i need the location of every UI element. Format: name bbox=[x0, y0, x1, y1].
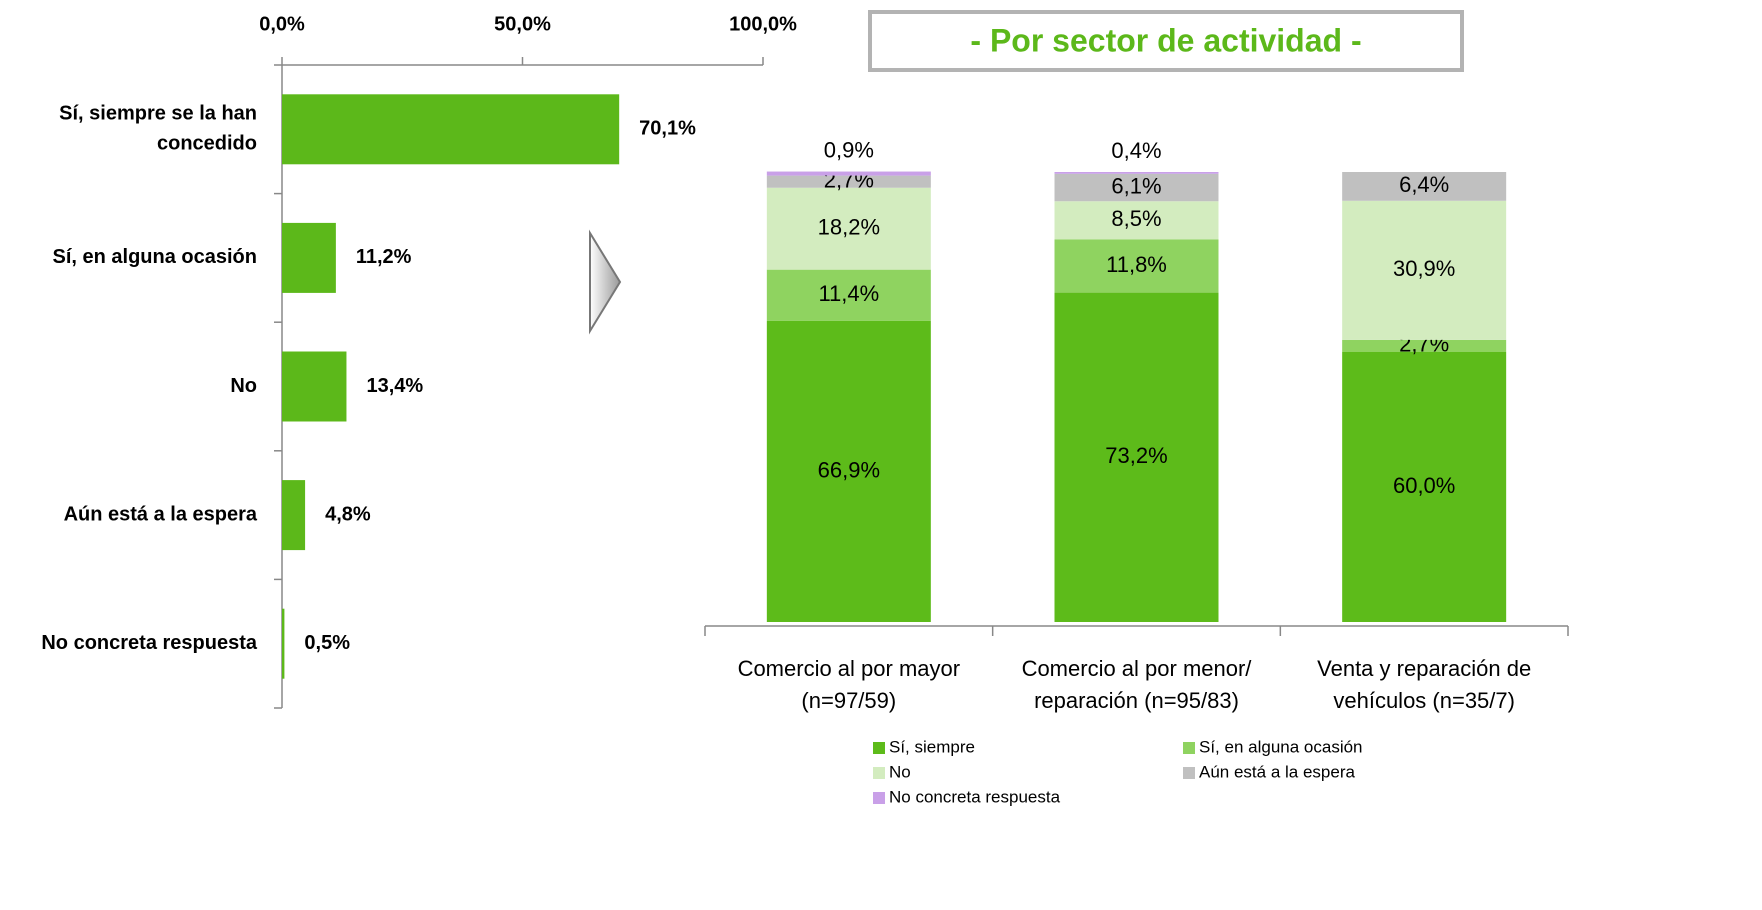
bar-segment bbox=[766, 269, 931, 321]
x-tick-label: (n=97/59) bbox=[801, 688, 896, 713]
value-label: 30,9% bbox=[1393, 256, 1455, 281]
value-label: 11,4% bbox=[818, 281, 879, 306]
value-label: 73,2% bbox=[1105, 443, 1167, 468]
bar-segment bbox=[766, 175, 931, 188]
value-label: 6,4% bbox=[1399, 172, 1449, 197]
legend-label: No bbox=[889, 762, 911, 781]
value-label: 0,9% bbox=[824, 137, 874, 162]
x-tick-label: Venta y reparación de bbox=[1317, 656, 1531, 681]
legend-label: Aún está a la espera bbox=[1199, 762, 1355, 781]
value-label: 18,2% bbox=[818, 215, 880, 240]
y-tick-label: Sí, siempre se la han bbox=[59, 103, 257, 125]
arrow bbox=[589, 229, 622, 335]
x-tick-label: 50,0% bbox=[494, 13, 551, 35]
bar-segment bbox=[766, 187, 931, 270]
legend-swatch bbox=[1183, 767, 1195, 779]
value-label: 4,8% bbox=[325, 503, 371, 525]
legend-label: No concreta respuesta bbox=[889, 787, 1061, 806]
legend-swatch bbox=[873, 767, 885, 779]
bar bbox=[282, 608, 285, 679]
value-label: 2,7% bbox=[824, 167, 874, 192]
x-tick-label: Comercio al por mayor bbox=[738, 656, 961, 681]
value-label: 13,4% bbox=[366, 375, 423, 397]
y-tick-label: Sí, en alguna ocasión bbox=[53, 246, 258, 268]
y-tick-label: concedido bbox=[157, 133, 257, 155]
bar bbox=[282, 351, 347, 422]
chart-title: - Por sector de actividad - bbox=[970, 22, 1361, 58]
x-tick-label: 0,0% bbox=[259, 13, 305, 35]
bar-segment bbox=[766, 171, 931, 176]
legend-swatch bbox=[1183, 742, 1195, 754]
legend-swatch bbox=[873, 792, 885, 804]
value-label: 11,2% bbox=[356, 246, 412, 268]
bar-segment bbox=[1342, 172, 1507, 201]
title-box bbox=[868, 10, 1464, 72]
x-tick-label: Comercio al por menor/ bbox=[1022, 656, 1253, 681]
bar-segment bbox=[1054, 292, 1219, 622]
bar-segment bbox=[1054, 201, 1219, 240]
bar-segment bbox=[1054, 239, 1219, 293]
value-label: 70,1% bbox=[639, 118, 696, 140]
y-tick-label: Aún está a la espera bbox=[64, 503, 258, 525]
bar-segment bbox=[1342, 352, 1507, 622]
bar bbox=[282, 222, 336, 293]
y-tick-label: No bbox=[230, 375, 257, 397]
x-tick-label: 100,0% bbox=[729, 13, 797, 35]
bar bbox=[282, 480, 306, 551]
legend-label: Sí, en alguna ocasión bbox=[1199, 737, 1363, 756]
y-tick-label: No concreta respuesta bbox=[41, 632, 258, 654]
bar-segment bbox=[1342, 339, 1507, 352]
value-label: 0,4% bbox=[1111, 138, 1161, 163]
value-label: 8,5% bbox=[1111, 206, 1161, 231]
x-tick-label: vehículos (n=35/7) bbox=[1333, 688, 1515, 713]
bar-segment bbox=[1342, 200, 1507, 340]
bar bbox=[282, 94, 620, 165]
bar-segment bbox=[1054, 172, 1219, 174]
legend-swatch bbox=[873, 742, 885, 754]
x-tick-label: reparación (n=95/83) bbox=[1034, 688, 1239, 713]
bar-segment bbox=[766, 320, 931, 622]
legend-label: Sí, siempre bbox=[889, 737, 975, 756]
value-label: 0,5% bbox=[304, 632, 350, 654]
value-label: 66,9% bbox=[818, 457, 880, 482]
value-label: 60,0% bbox=[1393, 473, 1455, 498]
value-label: 6,1% bbox=[1111, 173, 1161, 198]
value-label: 11,8% bbox=[1106, 252, 1167, 277]
bar-segment bbox=[1054, 173, 1219, 202]
